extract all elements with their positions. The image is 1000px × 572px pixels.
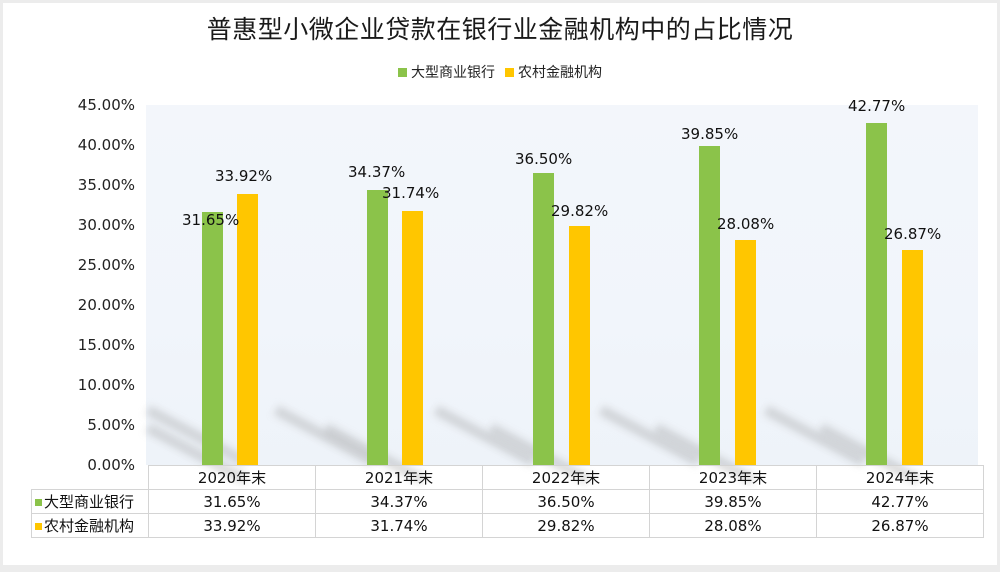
y-tick: 25.00%: [77, 256, 135, 274]
legend-item-large-banks[interactable]: 大型商业银行: [398, 62, 495, 82]
table-cell: 31.74%: [315, 513, 483, 538]
legend-label: 大型商业银行: [411, 65, 495, 81]
data-label: 28.08%: [717, 215, 775, 233]
legend-key-green-icon: [35, 499, 42, 506]
y-tick: 5.00%: [87, 416, 135, 434]
data-label: 26.87%: [884, 225, 942, 243]
bar-rural-2022[interactable]: [569, 226, 590, 465]
table-cell: 26.87%: [816, 513, 984, 538]
table-row-header: 大型商业银行: [31, 489, 149, 514]
data-label: 42.77%: [848, 97, 906, 115]
bar-rural-2020[interactable]: [237, 194, 258, 465]
y-tick: 20.00%: [77, 296, 135, 314]
legend-swatch-green-icon: [398, 67, 407, 77]
bar-rural-2021[interactable]: [402, 211, 423, 465]
table-cell: 31.65%: [148, 489, 316, 514]
data-label: 31.65%: [182, 211, 240, 229]
bar-large-banks-2020[interactable]: [202, 212, 223, 465]
y-tick: 10.00%: [77, 376, 135, 394]
data-label: 39.85%: [681, 125, 739, 143]
decorative-shadow: [273, 405, 376, 467]
data-label: 31.74%: [382, 184, 440, 202]
decorative-shadow: [598, 405, 701, 467]
table-header-cell: 2020年末: [148, 465, 316, 490]
table-header-cell: 2022年末: [482, 465, 650, 490]
bar-large-banks-2021[interactable]: [367, 190, 388, 465]
table-header-cell: 2024年末: [816, 465, 984, 490]
data-label: 36.50%: [515, 150, 573, 168]
y-tick: 0.00%: [87, 456, 135, 474]
legend-key-yellow-icon: [35, 523, 42, 530]
y-tick: 15.00%: [77, 336, 135, 354]
bar-rural-2023[interactable]: [735, 240, 756, 465]
y-tick: 30.00%: [77, 216, 135, 234]
data-label: 33.92%: [215, 167, 273, 185]
bar-large-banks-2022[interactable]: [533, 173, 554, 465]
legend-label: 农村金融机构: [518, 65, 602, 81]
table-row: 农村金融机构 33.92% 31.74% 29.82% 28.08% 26.87…: [31, 513, 984, 538]
data-table: 2020年末 2021年末 2022年末 2023年末 2024年末 大型商业银…: [31, 465, 984, 538]
table-cell: 33.92%: [148, 513, 316, 538]
plot-area: 31.65% 33.92% 34.37% 31.74% 36.50% 29.82…: [145, 97, 978, 485]
table-cell: 34.37%: [315, 489, 483, 514]
table-header-cell: 2021年末: [315, 465, 483, 490]
table-cell: 36.50%: [482, 489, 650, 514]
bar-large-banks-2024[interactable]: [866, 123, 887, 465]
chart-title: 普惠型小微企业贷款在银行业金融机构中的占比情况: [206, 15, 794, 44]
table-cell: 42.77%: [816, 489, 984, 514]
table-header-row: 2020年末 2021年末 2022年末 2023年末 2024年末: [32, 465, 984, 490]
chart-legend: 大型商业银行 农村金融机构: [0, 62, 1000, 82]
bar-large-banks-2023[interactable]: [699, 146, 720, 465]
table-cell: 39.85%: [649, 489, 817, 514]
decorative-shadow: [763, 405, 866, 467]
table-row-header: 农村金融机构: [31, 513, 149, 538]
y-tick: 45.00%: [77, 96, 135, 114]
y-tick: 40.00%: [77, 136, 135, 154]
table-cell: 28.08%: [649, 513, 817, 538]
legend-swatch-yellow-icon: [505, 67, 514, 77]
data-label: 29.82%: [551, 202, 609, 220]
y-tick: 35.00%: [77, 176, 135, 194]
legend-item-rural-institutions[interactable]: 农村金融机构: [505, 62, 602, 82]
bar-rural-2024[interactable]: [902, 250, 923, 465]
decorative-shadow: [433, 405, 536, 467]
table-row: 大型商业银行 31.65% 34.37% 36.50% 39.85% 42.77…: [31, 489, 984, 514]
table-cell: 29.82%: [482, 513, 650, 538]
table-header-cell: 2023年末: [649, 465, 817, 490]
data-label: 34.37%: [348, 163, 406, 181]
